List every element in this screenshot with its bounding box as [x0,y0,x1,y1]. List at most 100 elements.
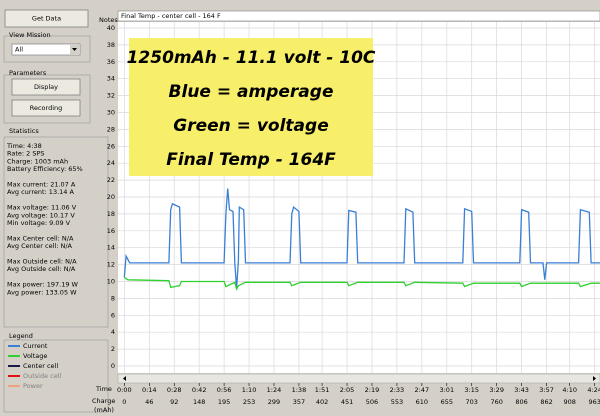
charge-tick-label: 655 [441,398,453,406]
x-tick-label: 0:28 [167,386,182,394]
charge-tick-label: 299 [268,398,280,406]
legend-label: Voltage [23,352,47,360]
x-axis-label: Time [95,385,112,393]
charge-tick-label: 92 [170,398,178,406]
charge-tick-label: 253 [243,398,255,406]
y-tick-label: 2 [111,345,115,353]
view-mission-group [3,35,91,63]
y-tick-label: 40 [107,24,115,32]
y-tick-label: 10 [107,278,115,286]
charge-tick-label: 553 [391,398,403,406]
statistic: Max Center cell: N/A [7,234,74,242]
statistic: Max voltage: 11.06 V [7,204,77,212]
statistic: Max Outside cell: N/A [7,258,77,266]
x-tick-label: 3:01 [439,386,454,394]
x-tick-label: 2:05 [340,386,355,394]
scroll-right[interactable] [593,376,596,381]
charge-tick-label: 610 [416,398,428,406]
charge-tick-label: 862 [540,398,552,406]
charge-tick-label: 963 [588,398,600,406]
statistic: Avg current: 13.14 A [7,188,74,196]
y-tick-label: 0 [111,362,115,370]
view-mission-label: View Mission [9,31,51,39]
recording-button[interactable] [11,99,81,117]
x-tick-label: 0:00 [117,386,132,394]
display-label: Display [34,83,58,91]
generated: 02468101214161820222426283032343638400:0… [6,24,600,406]
scrollbar[interactable] [117,373,600,384]
y-tick-label: 12 [107,261,115,269]
legend-group [3,339,109,413]
x-tick-label: 0:14 [142,386,157,394]
y-tick-label: 34 [107,75,115,83]
statistic: Rate: 2 SPS [7,150,45,158]
x-tick-label: 0:56 [217,386,232,394]
charge-tick-label: 357 [293,398,305,406]
y-tick-label: 38 [107,41,115,49]
y-tick-label: 32 [107,92,115,100]
charge-tick-label: 806 [515,398,527,406]
scroll-left[interactable] [123,376,126,381]
statistic: Min voltage: 9.09 V [7,219,71,227]
charge-tick-label: 0 [122,398,126,406]
x-tick-label: 3:29 [489,386,504,394]
series-line [123,276,600,291]
x-tick-label: 2:33 [390,386,405,394]
y-tick-label: 14 [107,244,115,252]
y-tick-label: 30 [107,109,115,117]
statistic: Max current: 21.07 A [7,181,76,189]
y-tick-label: 4 [111,328,115,336]
y-tick-label: 24 [107,159,115,167]
x-tick-label: 0:42 [192,386,207,394]
annotation-text: 1250mAh - 11.1 volt - 10C [127,48,376,68]
y-tick-label: 26 [107,142,115,150]
x-tick-label: 1:51 [315,386,330,394]
charge-tick-label: 451 [341,398,353,406]
charge-tick-label: 506 [366,398,378,406]
series-line [123,188,600,289]
mission-dropdown[interactable] [11,43,81,56]
statistic: Charge: 1003 mAh [7,157,68,165]
y-tick-label: 16 [107,227,115,235]
annotation-layer: 1250mAh - 11.1 volt - 10C Blue = amperage… [127,48,376,170]
legend-label: Center cell [23,362,58,370]
statistic: Time: 4:38 [6,142,42,150]
y-tick-label: 8 [111,294,115,302]
notes-text: Final Temp - center cell - 164 F [121,12,221,20]
annotation-text: Green = voltage [173,116,328,136]
annotation-text: Final Temp - 164F [166,150,336,170]
y-tick-label: 6 [111,311,115,319]
annotation-text: Blue = amperage [169,82,334,102]
parameters-group [3,74,91,124]
y-tick-label: 18 [107,210,115,218]
charge-tick-label: 46 [145,398,153,406]
y-tick-label: 20 [107,193,115,201]
statistic: Avg Outside cell: N/A [7,265,76,273]
mission-selected: All [15,46,23,54]
x-tick-label: 4:24 [587,386,600,394]
x-tick-label: 1:10 [242,386,257,394]
notes-label: Notes [99,16,118,24]
line-layer [123,188,600,291]
x-tick-label: 3:43 [514,386,529,394]
display-button[interactable] [11,78,81,96]
x-tick-label: 2:47 [415,386,430,394]
statistic: Max power: 197.19 W [7,281,79,289]
dropdown-arrow [72,48,77,51]
y-tick-label: 36 [107,58,115,66]
statistic: Avg Center cell: N/A [7,242,73,250]
get-data-label: Get Data [32,15,61,23]
notes-box[interactable] [117,10,600,22]
get-data-button[interactable] [4,9,89,28]
x-tick-label: 4:10 [562,386,577,394]
legend-label: Legend [9,332,33,340]
charge-tick-label: 703 [466,398,478,406]
statistic: Avg power: 133.05 W [7,288,77,296]
statistics-group [3,136,109,328]
x-tick-label: 1:24 [267,386,282,394]
charge-label: Charge [92,397,115,405]
charge-tick-label: 908 [564,398,576,406]
x-tick-label: 3:57 [539,386,554,394]
x-tick-label: 3:15 [464,386,479,394]
legend-label: Power [23,382,43,390]
